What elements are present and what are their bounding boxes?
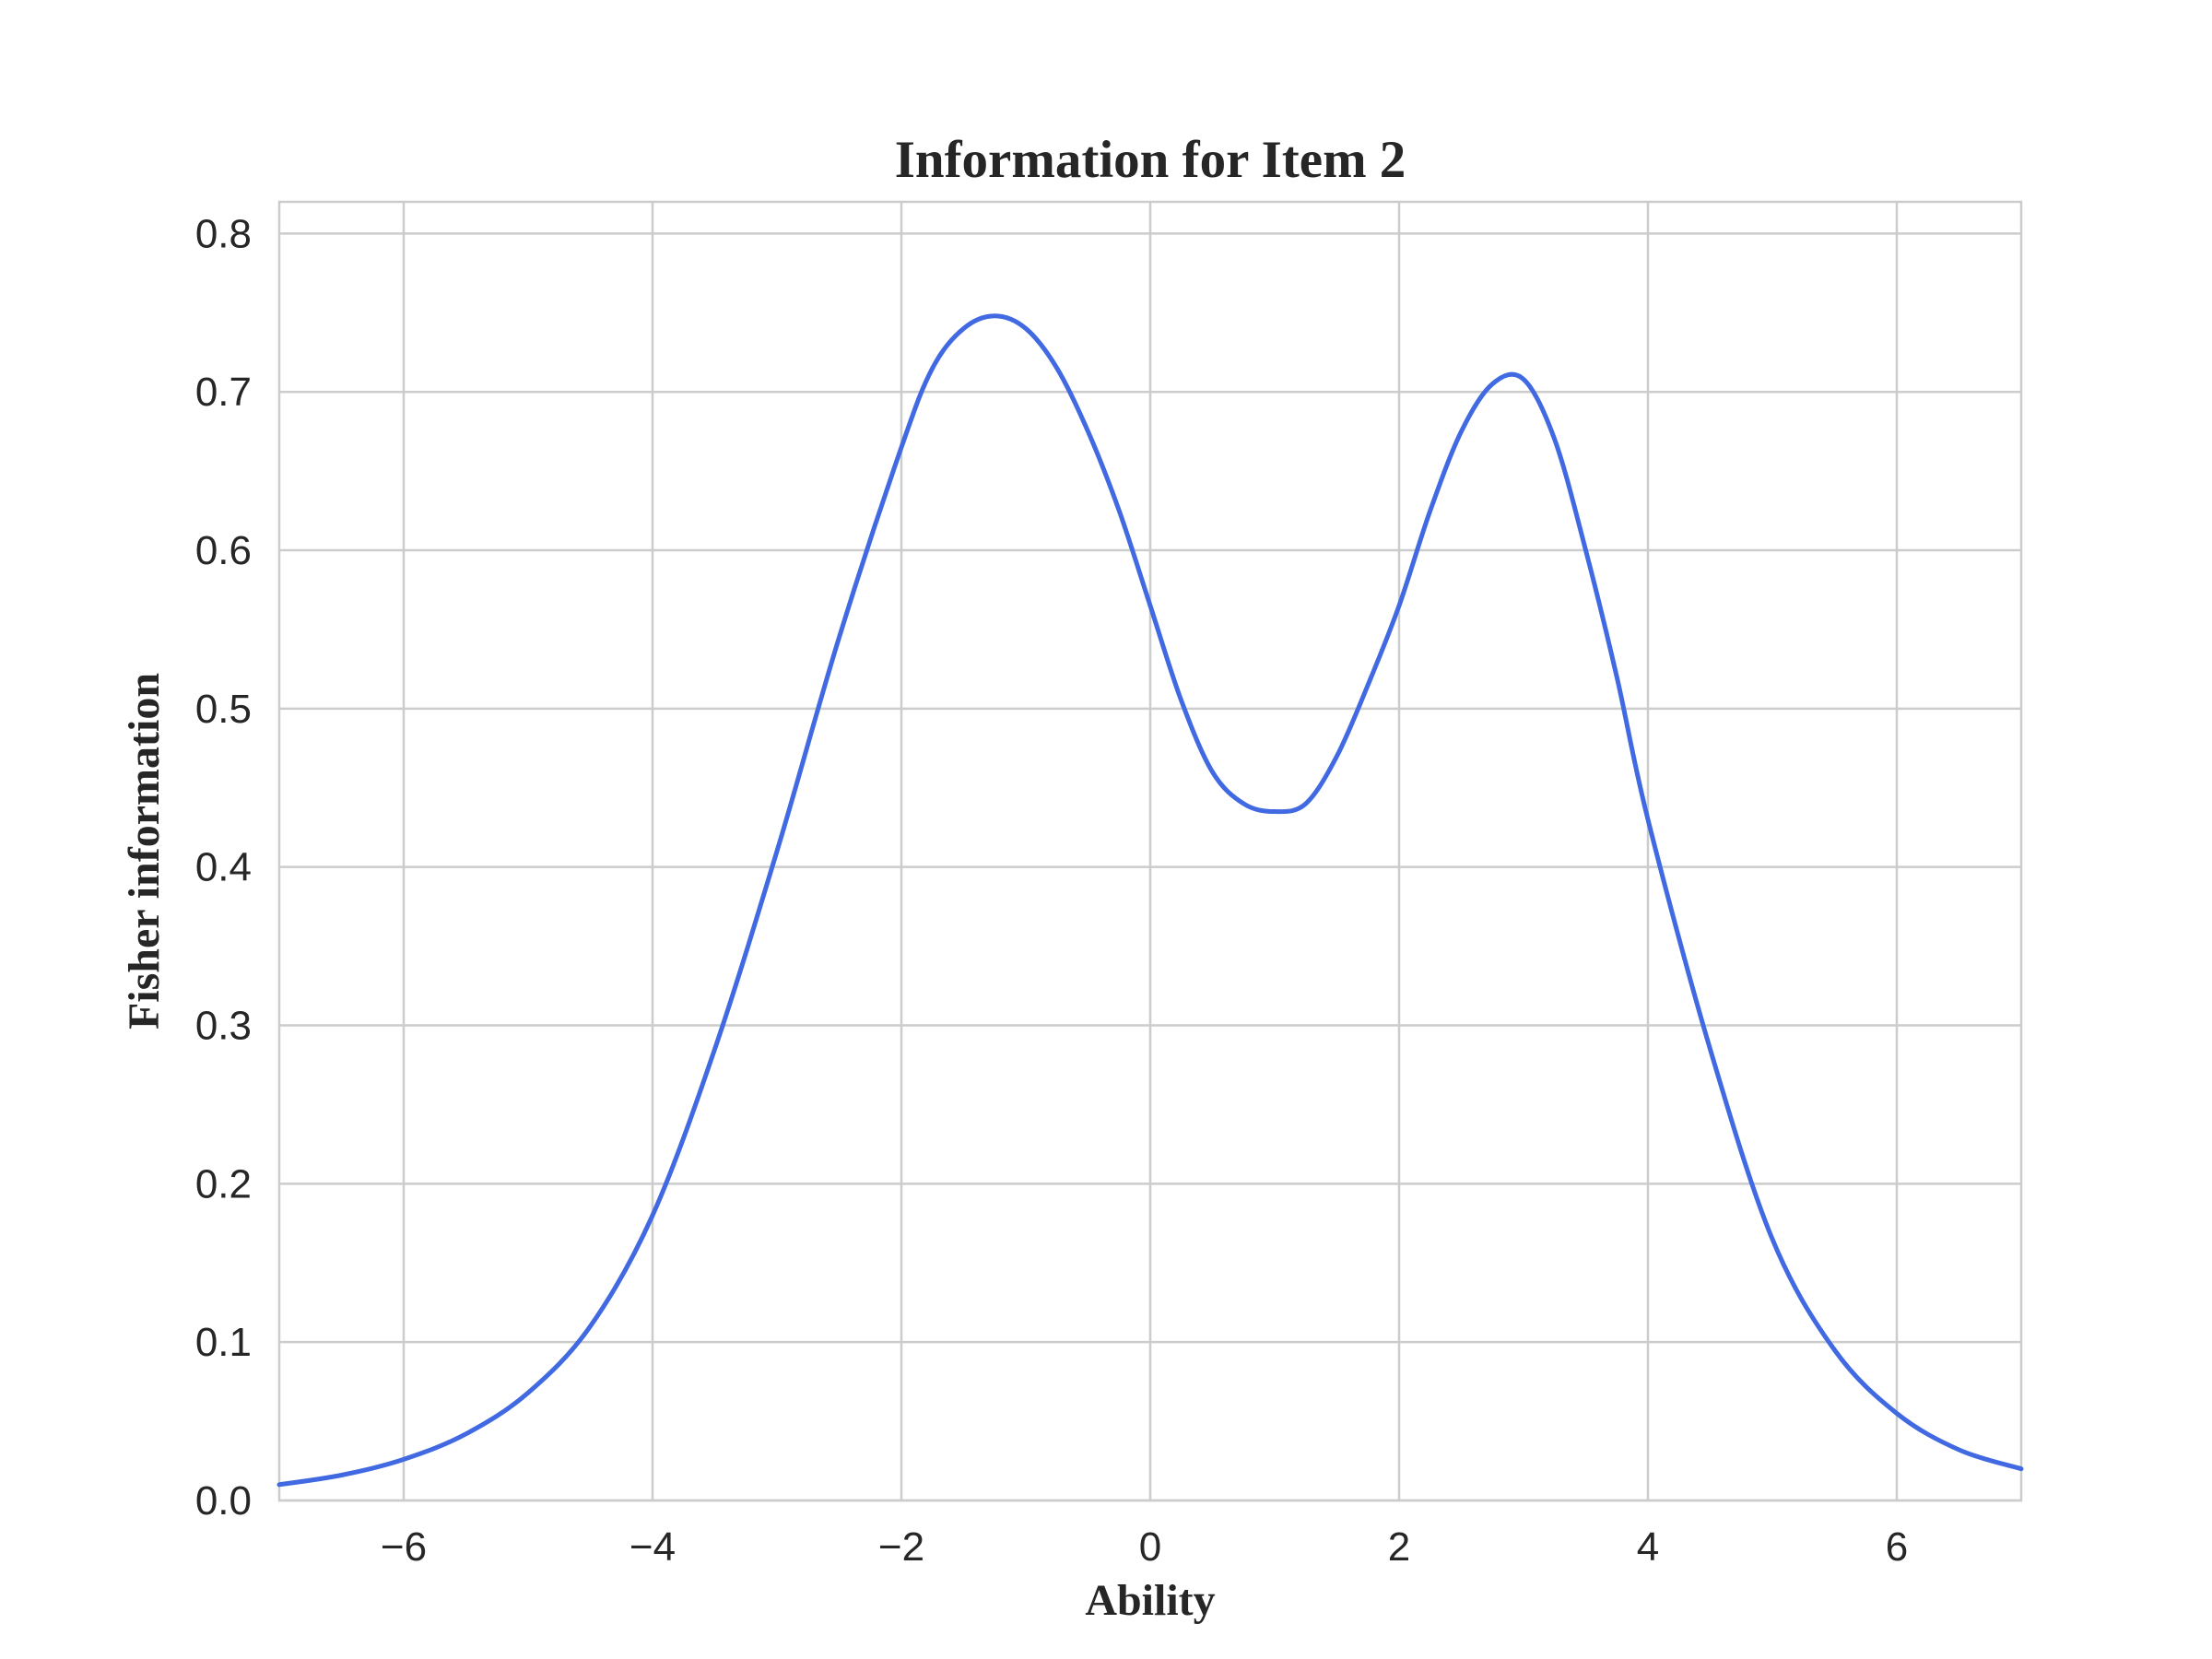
chart-title: Information for Item 2 (895, 131, 1406, 189)
information-curve (276, 313, 2024, 1488)
y-tick-label: 0.2 (195, 1161, 252, 1206)
y-tick-label: 0.0 (195, 1478, 252, 1524)
x-tick-label: 0 (1139, 1524, 1161, 1570)
x-tick-label: 2 (1388, 1524, 1410, 1570)
x-axis-ticks: −6 −4 −2 0 2 4 6 (381, 1524, 1908, 1570)
y-tick-label: 0.3 (195, 1004, 252, 1049)
y-tick-label: 0.1 (195, 1320, 252, 1365)
y-tick-label: 0.7 (195, 370, 252, 415)
x-axis-label: Ability (1085, 1576, 1215, 1625)
y-axis-ticks: 0.0 0.1 0.2 0.3 0.4 0.5 0.6 0.7 0.8 (195, 211, 252, 1524)
x-tick-label: −2 (878, 1524, 924, 1570)
y-tick-label: 0.5 (195, 687, 252, 732)
y-tick-label: 0.6 (195, 528, 252, 573)
y-tick-label: 0.8 (195, 211, 252, 256)
x-tick-label: −4 (629, 1524, 676, 1570)
y-tick-label: 0.4 (195, 845, 252, 890)
x-tick-label: −6 (381, 1524, 427, 1570)
x-tick-label: 4 (1637, 1524, 1659, 1570)
plot-frame (277, 200, 2023, 1502)
y-axis-label: Fisher information (120, 673, 169, 1030)
grid (279, 202, 2021, 1502)
x-tick-label: 6 (1886, 1524, 1908, 1570)
